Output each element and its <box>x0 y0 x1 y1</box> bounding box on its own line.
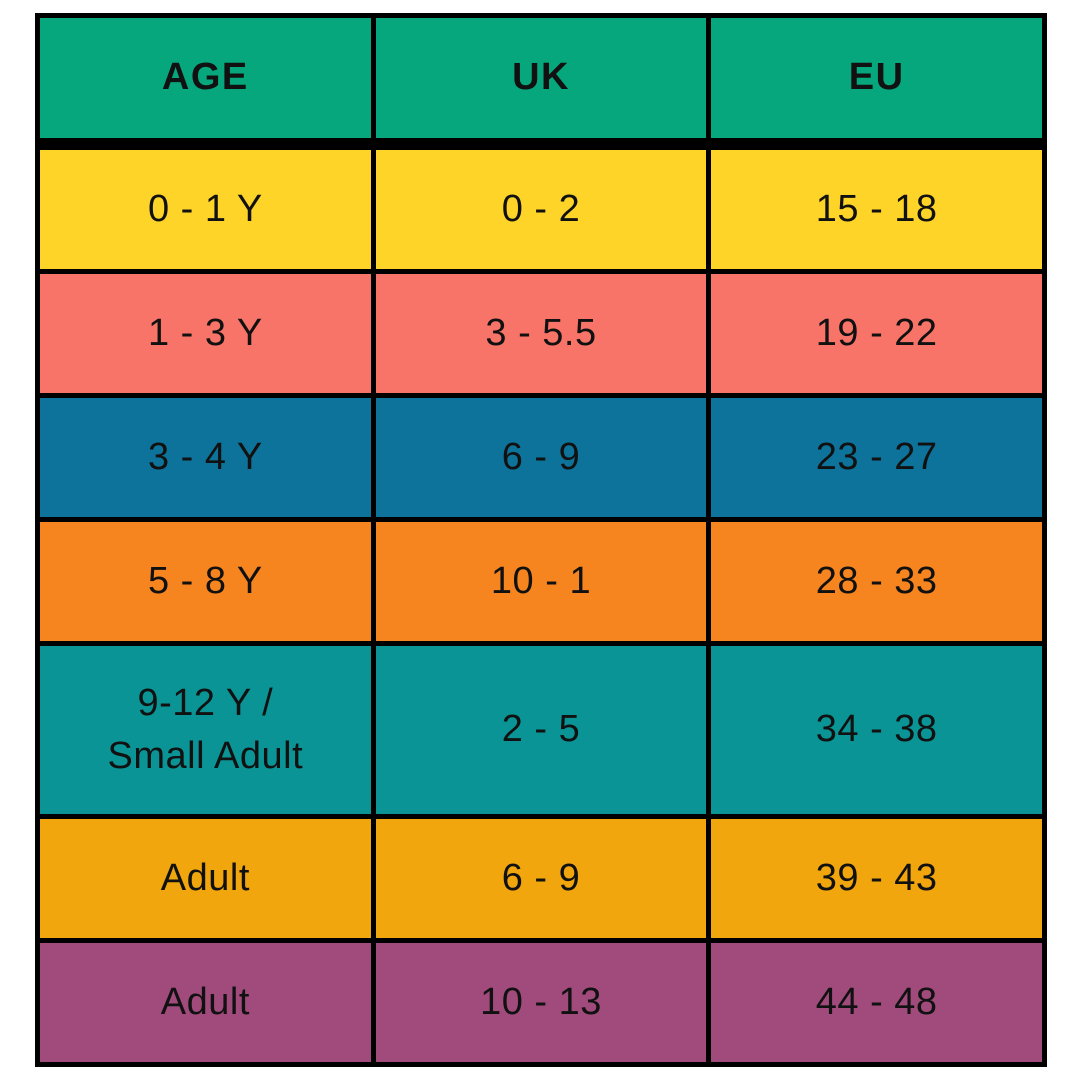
uk-cell: 6 - 9 <box>375 819 707 938</box>
table-row: 5 - 8 Y 10 - 1 28 - 33 <box>40 522 1043 641</box>
eu-cell: 19 - 22 <box>711 274 1043 393</box>
table-row: 9-12 Y / Small Adult 2 - 5 34 - 38 <box>40 646 1043 814</box>
column-header-eu: EU <box>711 18 1043 138</box>
age-cell: 1 - 3 Y <box>40 274 371 393</box>
age-cell: 0 - 1 Y <box>40 150 371 269</box>
uk-cell: 2 - 5 <box>375 646 707 814</box>
age-cell: Adult <box>40 943 371 1062</box>
table-row: Adult 10 - 13 44 - 48 <box>40 943 1043 1062</box>
uk-cell: 10 - 13 <box>375 943 707 1062</box>
column-header-uk: UK <box>375 18 707 138</box>
age-cell: 9-12 Y / Small Adult <box>40 646 371 814</box>
table-row: 3 - 4 Y 6 - 9 23 - 27 <box>40 398 1043 517</box>
size-conversion-table: AGE UK EU 0 - 1 Y 0 - 2 15 - 18 1 - 3 Y … <box>35 13 1047 1067</box>
table-row: 0 - 1 Y 0 - 2 15 - 18 <box>40 150 1043 269</box>
age-cell: 3 - 4 Y <box>40 398 371 517</box>
uk-cell: 3 - 5.5 <box>375 274 707 393</box>
uk-cell: 10 - 1 <box>375 522 707 641</box>
eu-cell: 28 - 33 <box>711 522 1043 641</box>
eu-cell: 44 - 48 <box>711 943 1043 1062</box>
uk-cell: 0 - 2 <box>375 150 707 269</box>
age-cell: Adult <box>40 819 371 938</box>
eu-cell: 23 - 27 <box>711 398 1043 517</box>
table-row: Adult 6 - 9 39 - 43 <box>40 819 1043 938</box>
column-header-age: AGE <box>40 18 371 138</box>
age-cell: 5 - 8 Y <box>40 522 371 641</box>
eu-cell: 34 - 38 <box>711 646 1043 814</box>
table-header-row: AGE UK EU <box>40 18 1043 138</box>
table-row: 1 - 3 Y 3 - 5.5 19 - 22 <box>40 274 1043 393</box>
eu-cell: 39 - 43 <box>711 819 1043 938</box>
uk-cell: 6 - 9 <box>375 398 707 517</box>
eu-cell: 15 - 18 <box>711 150 1043 269</box>
